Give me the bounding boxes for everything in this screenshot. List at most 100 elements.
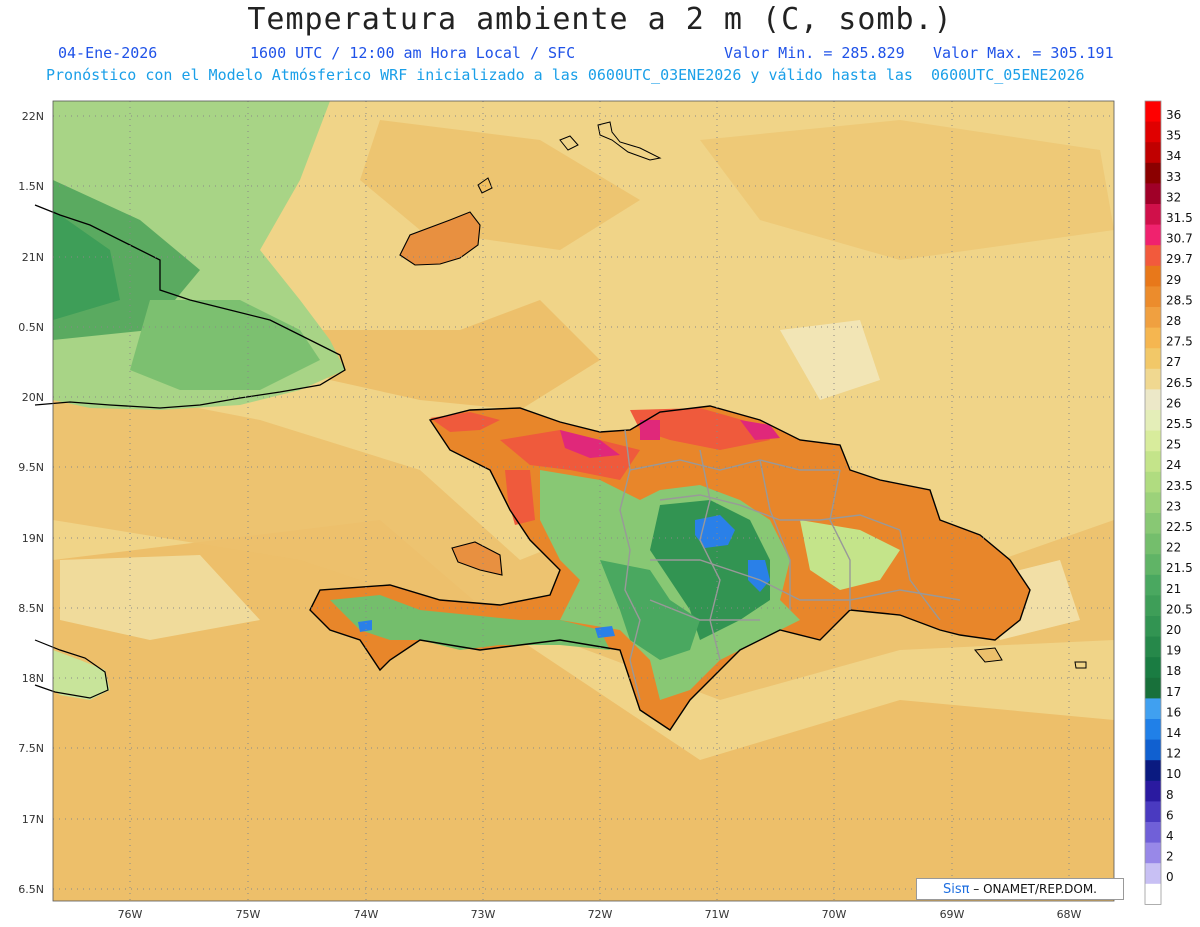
colorbar-swatch bbox=[1145, 451, 1161, 473]
colorbar-swatch bbox=[1145, 616, 1161, 638]
colorbar-swatch bbox=[1145, 801, 1161, 823]
colorbar-label: 22 bbox=[1166, 541, 1181, 555]
colorbar-swatch bbox=[1145, 327, 1161, 349]
lon-label: 69W bbox=[940, 908, 965, 921]
lat-label: 1.5N bbox=[18, 180, 44, 193]
lat-label: 19N bbox=[22, 532, 44, 545]
colorbar-label: 28.5 bbox=[1166, 293, 1193, 307]
colorbar-swatch bbox=[1145, 471, 1161, 493]
max-value: Valor Max. = 305.191 bbox=[933, 44, 1114, 62]
colorbar-label: 27 bbox=[1166, 355, 1181, 369]
colorbar-label: 24 bbox=[1166, 458, 1181, 472]
colorbar-swatch bbox=[1145, 101, 1161, 123]
lat-label: 20N bbox=[22, 391, 44, 404]
colorbar-swatch bbox=[1145, 410, 1161, 432]
map-panel bbox=[34, 100, 1115, 902]
lat-label: 8.5N bbox=[18, 602, 44, 615]
colorbar-label: 34 bbox=[1166, 149, 1181, 163]
colorbar-swatch bbox=[1145, 657, 1161, 679]
colorbar-label: 35 bbox=[1166, 129, 1181, 143]
colorbar-swatch bbox=[1145, 595, 1161, 617]
colorbar-label: 29.7 bbox=[1166, 252, 1193, 266]
lat-label: 21N bbox=[22, 251, 44, 264]
lat-label: 18N bbox=[22, 672, 44, 685]
colorbar-label: 21 bbox=[1166, 582, 1181, 596]
colorbar-swatch bbox=[1145, 760, 1161, 782]
colorbar-label: 33 bbox=[1166, 170, 1181, 184]
sispi-logo-text: Sisπ bbox=[943, 882, 970, 897]
lat-label: 17N bbox=[22, 813, 44, 826]
colorbar-label: 14 bbox=[1166, 726, 1181, 740]
colorbar-swatch bbox=[1145, 719, 1161, 741]
colorbar-label: 19 bbox=[1166, 644, 1181, 658]
lon-label: 73W bbox=[471, 908, 496, 921]
colorbar-swatch bbox=[1145, 389, 1161, 411]
colorbar-label: 31.5 bbox=[1166, 211, 1193, 225]
lon-axis: 76W 75W 74W 73W 72W 71W 70W 69W 68W bbox=[118, 908, 1082, 921]
lat-label: 7.5N bbox=[18, 742, 44, 755]
lat-label: 0.5N bbox=[18, 321, 44, 334]
lon-label: 72W bbox=[588, 908, 613, 921]
lon-label: 76W bbox=[118, 908, 143, 921]
colorbar-swatch bbox=[1145, 574, 1161, 596]
colorbar-swatch bbox=[1145, 698, 1161, 720]
colorbar-label: 16 bbox=[1166, 705, 1181, 719]
lat-label: 9.5N bbox=[18, 461, 44, 474]
credit-text: – ONAMET/REP.DOM. bbox=[969, 882, 1097, 896]
colorbar-swatch bbox=[1145, 677, 1161, 699]
colorbar-swatch bbox=[1145, 121, 1161, 143]
colorbar-frame bbox=[1144, 100, 1162, 905]
lon-label: 70W bbox=[822, 908, 847, 921]
colorbar-label: 26 bbox=[1166, 396, 1181, 410]
colorbar-label: 0 bbox=[1166, 870, 1174, 884]
colorbar-swatch bbox=[1145, 430, 1161, 452]
colorbar-swatch bbox=[1145, 162, 1161, 184]
colorbar-label: 28 bbox=[1166, 314, 1181, 328]
colorbar-label: 29 bbox=[1166, 273, 1181, 287]
lat-axis: 22N 1.5N 21N 0.5N 20N 9.5N 19N 8.5N 18N … bbox=[18, 110, 44, 896]
colorbar-label: 20 bbox=[1166, 623, 1181, 637]
lon-label: 75W bbox=[236, 908, 261, 921]
colorbar-label: 22.5 bbox=[1166, 520, 1193, 534]
colorbar-swatch bbox=[1145, 492, 1161, 514]
min-value: Valor Min. = 285.829 bbox=[724, 44, 905, 62]
colorbar-label: 4 bbox=[1166, 829, 1174, 843]
colorbar-swatch bbox=[1145, 368, 1161, 390]
colorbar-label: 17 bbox=[1166, 685, 1181, 699]
colorbar-swatch bbox=[1145, 554, 1161, 576]
map-title: Temperatura ambiente a 2 m (C, somb.) bbox=[247, 2, 953, 37]
colorbar-swatch bbox=[1145, 183, 1161, 205]
colorbar-swatch bbox=[1145, 265, 1161, 287]
colorbar-label: 8 bbox=[1166, 788, 1174, 802]
colorbar-swatch bbox=[1145, 842, 1161, 864]
colorbar-label: 20.5 bbox=[1166, 602, 1193, 616]
colorbar-label: 36 bbox=[1166, 108, 1181, 122]
colorbar-label: 23 bbox=[1166, 499, 1181, 513]
colorbar-label: 26.5 bbox=[1166, 376, 1193, 390]
lon-label: 71W bbox=[705, 908, 730, 921]
colorbar-swatch bbox=[1145, 286, 1161, 308]
credit-box: Sisπ – ONAMET/REP.DOM. bbox=[916, 878, 1124, 900]
colorbar-label: 25 bbox=[1166, 438, 1181, 452]
colorbar-label: 23.5 bbox=[1166, 479, 1193, 493]
lat-label: 22N bbox=[22, 110, 44, 123]
colorbar-swatch bbox=[1145, 513, 1161, 535]
forecast-date: 04-Ene-2026 bbox=[58, 44, 158, 62]
colorbar-swatch bbox=[1145, 883, 1161, 905]
colorbar-label: 27.5 bbox=[1166, 335, 1193, 349]
lon-label: 74W bbox=[354, 908, 379, 921]
lon-label: 68W bbox=[1057, 908, 1082, 921]
colorbar-swatch bbox=[1145, 224, 1161, 246]
model-info: Pronóstico con el Modelo Atmósferico WRF… bbox=[46, 66, 1085, 84]
forecast-time: 1600 UTC / 12:00 am Hora Local / SFC bbox=[250, 44, 576, 62]
colorbar-swatch bbox=[1145, 636, 1161, 658]
colorbar-label: 18 bbox=[1166, 664, 1181, 678]
colorbar-swatch bbox=[1145, 780, 1161, 802]
colorbar-swatch bbox=[1145, 822, 1161, 844]
colorbar-label: 30.7 bbox=[1166, 232, 1193, 246]
colorbar-label: 2 bbox=[1166, 850, 1174, 864]
colorbar-label: 21.5 bbox=[1166, 561, 1193, 575]
colorbar-swatch bbox=[1145, 245, 1161, 267]
colorbar-swatch bbox=[1145, 142, 1161, 164]
